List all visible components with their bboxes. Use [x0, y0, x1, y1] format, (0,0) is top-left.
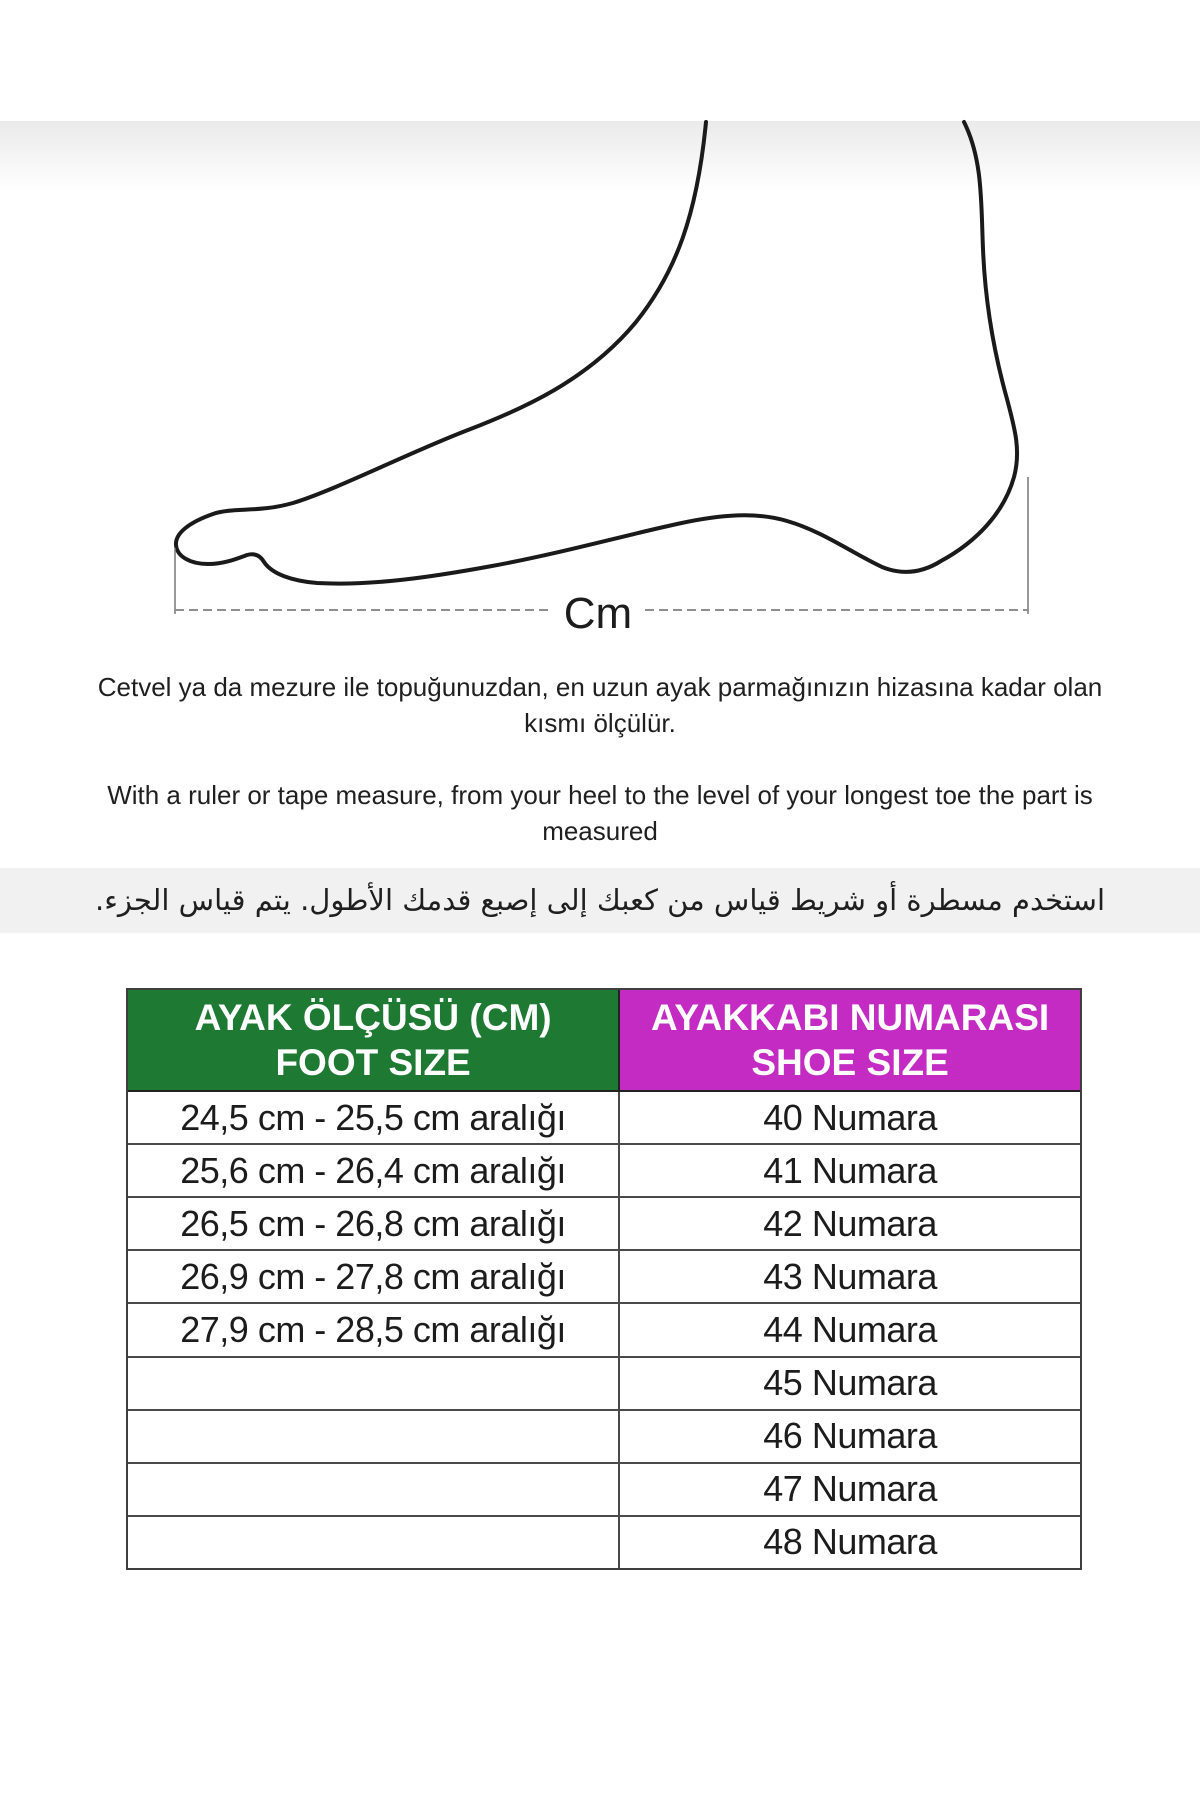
- foot-size-cell: [128, 1516, 621, 1568]
- shoe-size-header: AYAKKABI NUMARASI SHOE SIZE: [620, 990, 1080, 1090]
- table-body: 24,5 cm - 25,5 cm aralığı 40 Numara 25,6 c…: [128, 1092, 1080, 1568]
- foot-size-cell: [128, 1410, 621, 1462]
- foot-size-cell: 25,6 cm - 26,4 cm aralığı: [128, 1145, 621, 1197]
- shoe-size-table: AYAK ÖLÇÜSÜ (CM) FOOT SIZE AYAKKABI NUMA…: [126, 988, 1082, 1570]
- table-row: 45 Numara: [128, 1355, 1080, 1409]
- table-row: 46 Numara: [128, 1408, 1080, 1462]
- foot-size-cell: 26,5 cm - 26,8 cm aralığı: [128, 1198, 621, 1250]
- foot-size-header-subtitle: FOOT SIZE: [275, 1042, 471, 1083]
- shoe-size-cell: 45 Numara: [763, 1362, 937, 1404]
- foot-size-header-title: AYAK ÖLÇÜSÜ (CM): [194, 996, 552, 1038]
- foot-size-cell: 26,9 cm - 27,8 cm aralığı: [128, 1251, 621, 1303]
- shoe-size-cell: 48 Numara: [763, 1521, 937, 1563]
- instruction-english: With a ruler or tape measure, from your …: [107, 780, 1093, 846]
- shoe-size-cell: 44 Numara: [763, 1308, 937, 1350]
- table-row: 26,5 cm - 26,8 cm aralığı 42 Numara: [128, 1196, 1080, 1250]
- table-header-row: AYAK ÖLÇÜSÜ (CM) FOOT SIZE AYAKKABI NUMA…: [128, 990, 1080, 1092]
- table-row: 47 Numara: [128, 1461, 1080, 1515]
- cm-unit-label: Cm: [564, 589, 632, 638]
- shoe-size-cell: 47 Numara: [763, 1468, 937, 1510]
- shoe-size-cell: 43 Numara: [763, 1255, 937, 1297]
- foot-measurement-diagram: Cm: [0, 120, 1200, 638]
- foot-size-header: AYAK ÖLÇÜSÜ (CM) FOOT SIZE: [128, 990, 621, 1090]
- table-row: 25,6 cm - 26,4 cm aralığı 41 Numara: [128, 1143, 1080, 1197]
- shoe-size-cell: 40 Numara: [763, 1096, 937, 1138]
- foot-outline: [174, 120, 1020, 586]
- foot-size-cell: 27,9 cm - 28,5 cm aralığı: [128, 1304, 621, 1356]
- table-row: 24,5 cm - 25,5 cm aralığı 40 Numara: [128, 1092, 1080, 1144]
- table-row: 48 Numara: [128, 1514, 1080, 1568]
- instruction-turkish: Cetvel ya da mezure ile topuğunuzdan, en…: [97, 672, 1103, 738]
- table-row: 27,9 cm - 28,5 cm aralığı 44 Numara: [128, 1302, 1080, 1356]
- instruction-arabic: استخدم مسطرة أو شريط قياس من كعبك إلى إص…: [0, 868, 1200, 933]
- table-row: 26,9 cm - 27,8 cm aralığı 43 Numara: [128, 1249, 1080, 1303]
- foot-size-cell: 24,5 cm - 25,5 cm aralığı: [128, 1092, 621, 1144]
- shoe-size-cell: 42 Numara: [763, 1202, 937, 1244]
- shoe-size-cell: 46 Numara: [763, 1415, 937, 1457]
- foot-size-cell: [128, 1357, 621, 1409]
- background-gradient-band: [0, 121, 1200, 191]
- foot-size-cell: [128, 1463, 621, 1515]
- shoe-size-cell: 41 Numara: [763, 1149, 937, 1191]
- shoe-size-header-subtitle: SHOE SIZE: [751, 1042, 949, 1083]
- shoe-size-header-title: AYAKKABI NUMARASI: [651, 996, 1050, 1038]
